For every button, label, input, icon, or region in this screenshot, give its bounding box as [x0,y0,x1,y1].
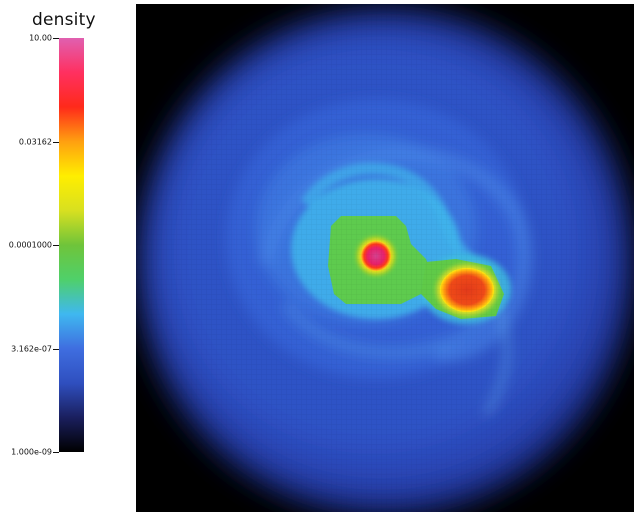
colorbar-tick-mark [53,142,59,143]
colorbar-tick-mark [53,38,59,39]
density-plot-image [136,4,634,512]
colorbar-tick-label: 10.00 [29,33,52,43]
colorbar-gradient [59,38,84,452]
colorbar-tick-label: 1.000e-09 [11,447,52,457]
colorbar-tick-mark [53,245,59,246]
colorbar-tick-label: 0.03162 [18,137,52,147]
colorbar-title: density [32,10,96,30]
colorbar-legend: density 10.00 0.03162 0.0001000 3.162e-07 1.… [0,0,136,512]
colorbar-tick-label: 0.0001000 [8,240,52,250]
colorbar-tick-label: 3.162e-07 [11,344,52,354]
colorbar-tick-mark [53,452,59,453]
density-render-view[interactable] [136,4,634,512]
colorbar-tick-mark [53,349,59,350]
